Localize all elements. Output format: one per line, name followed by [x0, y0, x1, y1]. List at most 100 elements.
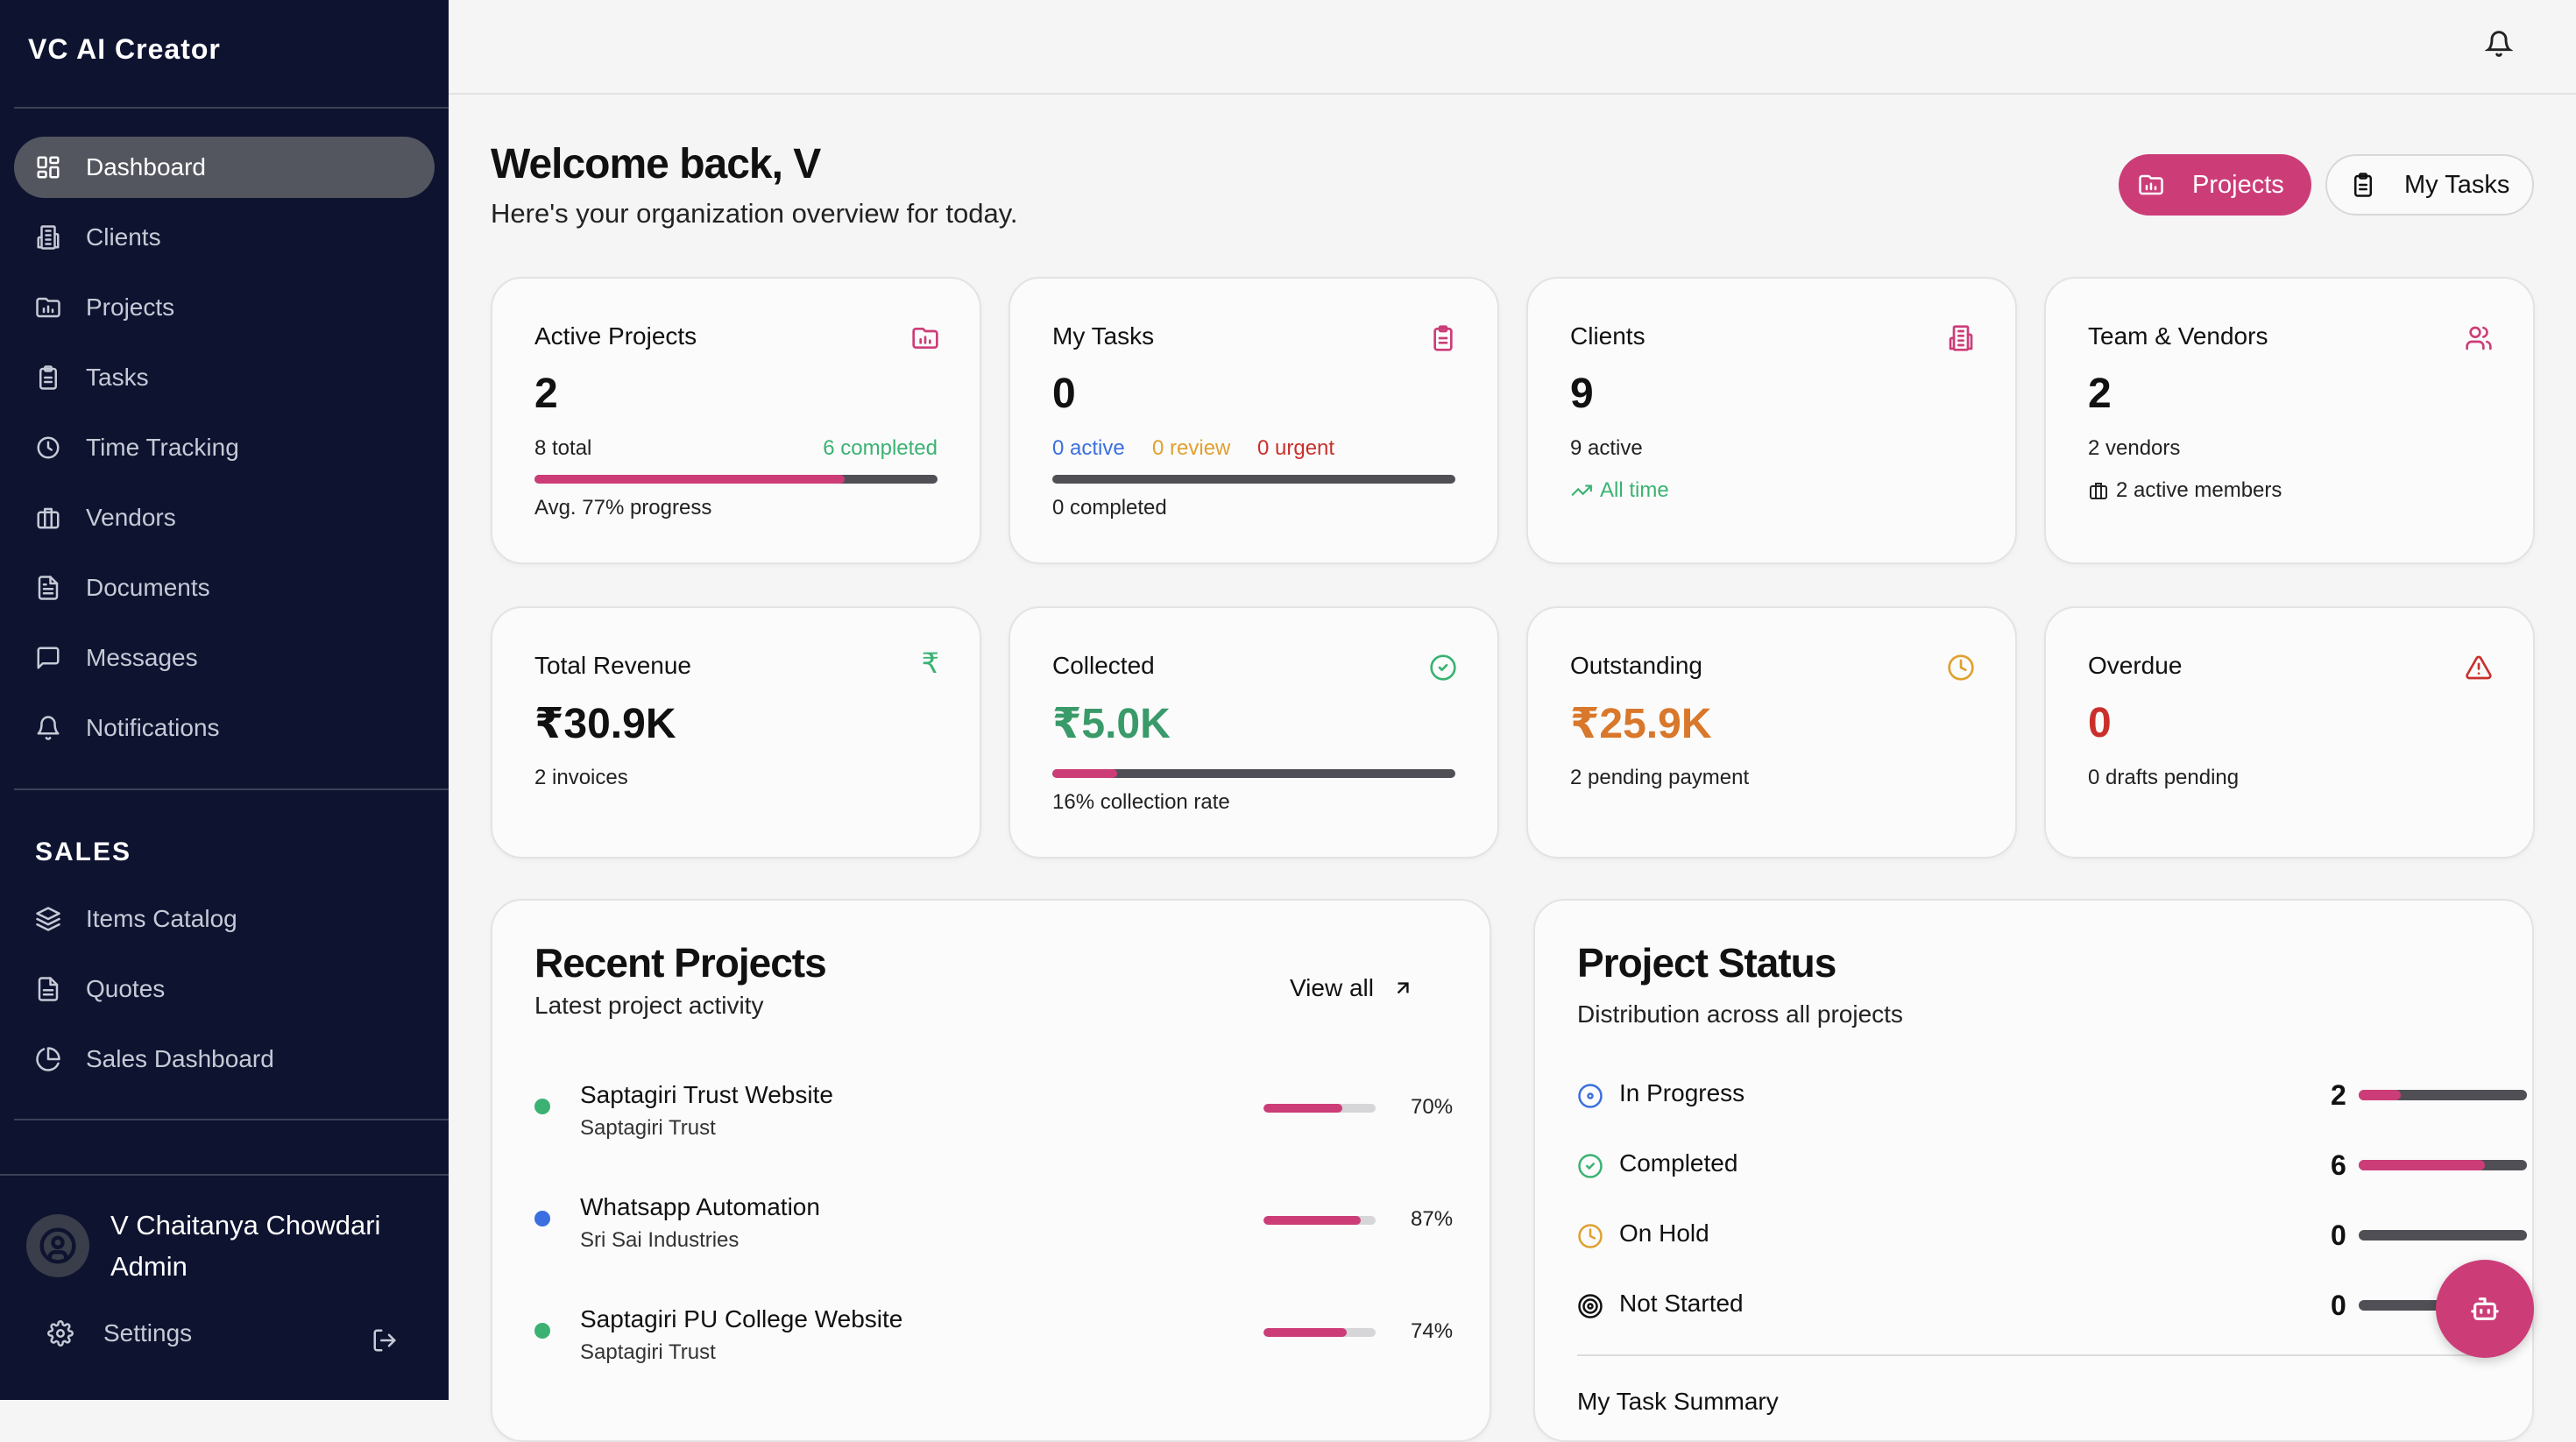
- members-row: 2 active members: [2088, 478, 2282, 503]
- project-client: Saptagiri Trust: [580, 1340, 716, 1364]
- status-row-not-started: Not Started 0: [1577, 1290, 2527, 1325]
- status-count: 6: [2331, 1149, 2346, 1181]
- sidebar-item-tasks[interactable]: Tasks: [14, 347, 435, 408]
- sidebar-item-documents[interactable]: Documents: [14, 557, 435, 619]
- project-client: Sri Sai Industries: [580, 1228, 740, 1252]
- building-icon: [35, 224, 61, 251]
- sidebar-item-label: Tasks: [86, 364, 149, 391]
- briefcase-icon: [2090, 483, 2107, 499]
- outstanding-card[interactable]: Outstanding ₹25.9K 2 pending payment: [1526, 606, 2017, 859]
- clipboard-icon: [2354, 173, 2372, 197]
- status-label: Not Started: [1619, 1290, 1744, 1317]
- sidebar-item-messages[interactable]: Messages: [14, 627, 435, 689]
- target-icon: [1577, 1083, 1603, 1113]
- sidebar-item-label: Dashboard: [86, 153, 206, 180]
- trend-row: All time: [1570, 478, 1669, 503]
- sidebar-item-projects[interactable]: Projects: [14, 277, 435, 338]
- status-row-on-hold: On Hold 0: [1577, 1219, 2527, 1255]
- panel-subtitle: Latest project activity: [534, 992, 764, 1019]
- projects-button[interactable]: Projects: [2119, 154, 2311, 216]
- team-vendors-card[interactable]: Team & Vendors 2 2 vendors 2 active memb…: [2044, 277, 2535, 564]
- clipboard-icon: [35, 364, 61, 391]
- sidebar-item-clients[interactable]: Clients: [14, 207, 435, 268]
- stat-value: ₹30.9K: [534, 701, 676, 747]
- user-circle-icon: [39, 1227, 76, 1264]
- folder-chart-icon: [2139, 174, 2163, 195]
- sidebar-divider: [0, 1174, 449, 1176]
- status-label: In Progress: [1619, 1079, 1745, 1106]
- ai-assistant-button[interactable]: [2436, 1260, 2534, 1358]
- sidebar-item-label: Time Tracking: [86, 434, 239, 461]
- avatar: [26, 1214, 89, 1277]
- sidebar-item-label: Clients: [86, 223, 161, 251]
- urgent-count: 0 urgent: [1257, 436, 1335, 460]
- document-icon: [35, 976, 61, 1002]
- project-name: Saptagiri Trust Website: [580, 1081, 833, 1108]
- notifications-button[interactable]: [2484, 28, 2514, 64]
- status-dot: [534, 1211, 550, 1226]
- clients-card[interactable]: Clients 9 9 active All time: [1526, 277, 2017, 564]
- sidebar-item-sales-dashboard[interactable]: Sales Dashboard: [14, 1028, 435, 1090]
- active-count: 0 active: [1052, 436, 1125, 460]
- status-row-in-progress: In Progress 2: [1577, 1079, 2527, 1114]
- bell-icon: [2484, 31, 2514, 57]
- stat-value: ₹25.9K: [1570, 701, 1712, 747]
- section-divider: [1577, 1354, 2488, 1356]
- sidebar-item-label: Documents: [86, 574, 210, 601]
- page-subtitle: Here's your organization overview for to…: [491, 198, 1018, 229]
- list-item[interactable]: Whatsapp Automation Sri Sai Industries 8…: [534, 1193, 1453, 1263]
- view-all-label: View all: [1290, 974, 1374, 1001]
- card-title: Clients: [1570, 322, 1645, 350]
- my-tasks-card[interactable]: My Tasks 0 0 active 0 review 0 urgent 0 …: [1008, 277, 1499, 564]
- stat-value: 9: [1570, 371, 1594, 417]
- sidebar-item-vendors[interactable]: Vendors: [14, 487, 435, 548]
- my-tasks-button[interactable]: My Tasks: [2325, 154, 2534, 216]
- check-circle-icon: [1429, 654, 1457, 686]
- stat-value: 0: [1052, 371, 1076, 417]
- sidebar-item-quotes[interactable]: Quotes: [14, 958, 435, 1020]
- folder-chart-icon: [911, 324, 939, 357]
- sidebar-item-notifications[interactable]: Notifications: [14, 697, 435, 759]
- user-role: Admin: [110, 1251, 188, 1282]
- vendor-count: 2 vendors: [2088, 436, 2181, 460]
- progress-bar: [534, 475, 938, 484]
- sidebar-item-label: Vendors: [86, 504, 176, 531]
- trending-up-icon: [1571, 484, 1592, 497]
- arrow-up-right-icon: [1397, 982, 1409, 994]
- overdue-card[interactable]: Overdue 0 0 drafts pending: [2044, 606, 2535, 859]
- my-tasks-button-label: My Tasks: [2404, 170, 2510, 199]
- sidebar-item-items-catalog[interactable]: Items Catalog: [14, 888, 435, 950]
- total-count: 8 total: [534, 436, 592, 460]
- sales-section-heading: SALES: [35, 838, 132, 866]
- trend-label: All time: [1600, 478, 1669, 502]
- active-clients: 9 active: [1570, 436, 1643, 460]
- list-item[interactable]: Saptagiri Trust Website Saptagiri Trust …: [534, 1081, 1453, 1151]
- briefcase-icon: [35, 505, 61, 531]
- drafts-count: 0 drafts pending: [2088, 766, 2240, 789]
- sidebar-item-time-tracking[interactable]: Time Tracking: [14, 417, 435, 478]
- status-bar: [2359, 1160, 2527, 1170]
- panel-title: Recent Projects: [534, 940, 827, 986]
- list-item[interactable]: Saptagiri PU College Website Saptagiri T…: [534, 1305, 1453, 1375]
- building-icon: [1947, 324, 1975, 357]
- view-all-link[interactable]: View all: [1290, 974, 1414, 1002]
- panel-subtitle: Distribution across all projects: [1577, 1000, 1903, 1028]
- pending-count: 2 pending payment: [1570, 766, 1750, 789]
- circle-dot-icon: [1577, 1293, 1603, 1324]
- page-title: Welcome back, V: [491, 141, 821, 187]
- stat-value: 0: [2088, 700, 2112, 746]
- task-summary-heading: My Task Summary: [1577, 1388, 1779, 1415]
- status-label: On Hold: [1619, 1219, 1709, 1247]
- completed-text: 0 completed: [1052, 496, 1167, 520]
- total-revenue-card[interactable]: Total Revenue ₹ ₹30.9K 2 invoices: [491, 606, 981, 859]
- collection-rate: 16% collection rate: [1052, 790, 1230, 814]
- project-percent: 74%: [1411, 1319, 1454, 1343]
- active-projects-card[interactable]: Active Projects 2 8 total 6 completed Av…: [491, 277, 981, 564]
- card-title: Total Revenue: [534, 652, 692, 679]
- status-count: 0: [2331, 1219, 2346, 1251]
- logout-button[interactable]: [372, 1327, 398, 1358]
- sidebar-item-dashboard[interactable]: Dashboard: [14, 137, 435, 198]
- settings-link[interactable]: Settings: [47, 1319, 192, 1347]
- user-profile[interactable]: V Chaitanya Chowdari Admin: [26, 1205, 380, 1287]
- collected-card[interactable]: Collected ₹5.0K 16% collection rate: [1008, 606, 1499, 859]
